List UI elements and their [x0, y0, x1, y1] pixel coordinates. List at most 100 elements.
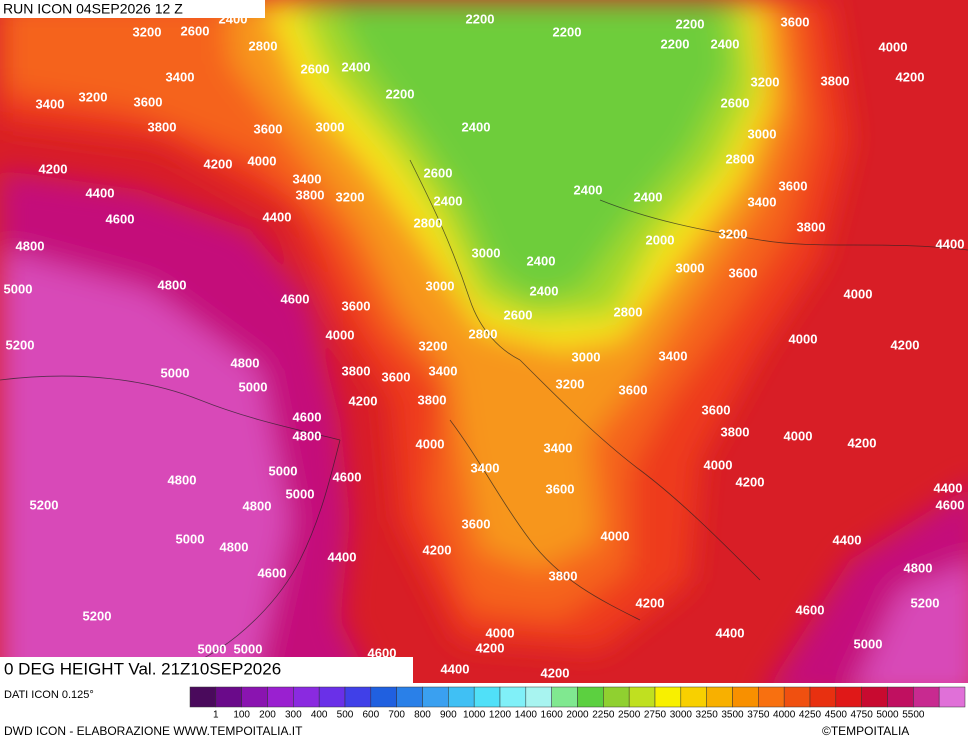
contour-label: 3400	[544, 440, 573, 455]
contour-label: 4000	[789, 331, 818, 346]
legend-label: 100	[233, 710, 250, 721]
contour-label: 3200	[79, 89, 108, 104]
contour-label: 5000	[161, 365, 190, 380]
legend-swatch	[189, 686, 217, 708]
contour-label: 4600	[281, 291, 310, 306]
contour-label: 2200	[386, 86, 415, 101]
contour-label: 3400	[471, 460, 500, 475]
legend-label: 5500	[902, 710, 925, 721]
contour-label: 3000	[676, 260, 705, 275]
contour-label: 4800	[231, 355, 260, 370]
footer-right: ©TEMPOITALIA	[822, 724, 909, 738]
contour-label: 3800	[721, 424, 750, 439]
legend-swatch	[318, 686, 346, 708]
contour-label: 3600	[702, 402, 731, 417]
contour-label: 4000	[879, 39, 908, 54]
contour-label: 2000	[646, 232, 675, 247]
contour-label: 2200	[466, 11, 495, 26]
legend-label: 3500	[721, 710, 744, 721]
contour-label: 5000	[854, 636, 883, 651]
contour-label: 5200	[911, 595, 940, 610]
legend-swatch	[241, 686, 268, 708]
contour-label: 3000	[426, 278, 455, 293]
legend-swatch	[448, 686, 475, 708]
legend-label: 1000	[463, 710, 486, 721]
legend-label: 700	[388, 710, 405, 721]
contour-label: 3800	[148, 119, 177, 134]
contour-label: 2400	[634, 189, 663, 204]
contour-label: 3200	[719, 226, 748, 241]
legend-label: 3250	[696, 710, 719, 721]
contour-label: 3200	[556, 376, 585, 391]
contour-label: 2600	[181, 23, 210, 38]
contour-label: 3400	[166, 69, 195, 84]
contour-label: 3600	[781, 14, 810, 29]
contour-label: 5200	[6, 337, 35, 352]
contour-label: 4200	[636, 595, 665, 610]
contour-label: 4800	[293, 428, 322, 443]
legend-label: 4000	[773, 710, 796, 721]
contour-label: 3600	[779, 178, 808, 193]
legend-swatch	[706, 686, 733, 708]
contour-label: 4000	[784, 428, 813, 443]
legend-label: 5000	[876, 710, 899, 721]
contour-label: 3800	[549, 568, 578, 583]
contour-label: 4400	[441, 661, 470, 676]
legend-swatch	[267, 686, 294, 708]
legend-swatch	[887, 686, 914, 708]
contour-label: 4800	[243, 498, 272, 513]
contour-label: 4600	[258, 565, 287, 580]
contour-label: 5200	[30, 497, 59, 512]
contour-label: 4400	[86, 185, 115, 200]
contour-label: 2800	[469, 326, 498, 341]
contour-label: 4400	[936, 236, 965, 251]
legend-swatch	[758, 686, 785, 708]
legend-label: 600	[362, 710, 379, 721]
contour-label: 3600	[254, 121, 283, 136]
field-box	[0, 657, 413, 683]
legend-label: 3000	[670, 710, 693, 721]
legend-label: 1600	[541, 710, 564, 721]
legend-swatch	[603, 686, 630, 708]
contour-label: 5200	[83, 608, 112, 623]
legend-swatch	[473, 686, 501, 708]
legend-swatch	[396, 686, 423, 708]
legend-swatch	[783, 686, 811, 708]
contour-label: 2400	[434, 193, 463, 208]
contour-label: 4000	[601, 528, 630, 543]
contour-label: 4800	[904, 560, 933, 575]
contour-label: 2400	[574, 182, 603, 197]
contour-label: 3400	[659, 348, 688, 363]
contour-label: 3000	[748, 126, 777, 141]
legend-label: 4750	[851, 710, 874, 721]
contour-label: 4800	[158, 277, 187, 292]
legend-swatch	[861, 686, 888, 708]
borders	[0, 159, 968, 661]
contour-label: 4600	[333, 469, 362, 484]
contour-label: 4400	[833, 532, 862, 547]
contour-label: 3400	[748, 194, 777, 209]
legend-swatch	[370, 686, 397, 708]
legend-label: 2500	[618, 710, 641, 721]
contour-label: 4200	[896, 69, 925, 84]
contour-label: 3600	[619, 382, 648, 397]
contour-label: 2400	[462, 119, 491, 134]
contour-label: 3000	[472, 245, 501, 260]
legend-label: 900	[440, 710, 457, 721]
footer-left: DWD ICON - ELABORAZIONE WWW.TEMPOITALIA.…	[4, 724, 303, 738]
contour-label: 4600	[796, 602, 825, 617]
legend-title: DATI ICON 0.125°	[4, 689, 94, 701]
legend-swatch	[654, 686, 682, 708]
run-box	[0, 0, 265, 18]
contour-label: 4800	[220, 539, 249, 554]
contour-label: 4000	[486, 625, 515, 640]
contour-label: 2600	[721, 95, 750, 110]
contour-label: 5000	[286, 486, 315, 501]
contour-label: 4400	[934, 480, 963, 495]
contour-label: 3600	[546, 481, 575, 496]
contour-label: 3800	[797, 219, 826, 234]
legend-label: 1400	[515, 710, 538, 721]
contour-label: 4200	[541, 665, 570, 680]
contour-label: 4800	[16, 238, 45, 253]
